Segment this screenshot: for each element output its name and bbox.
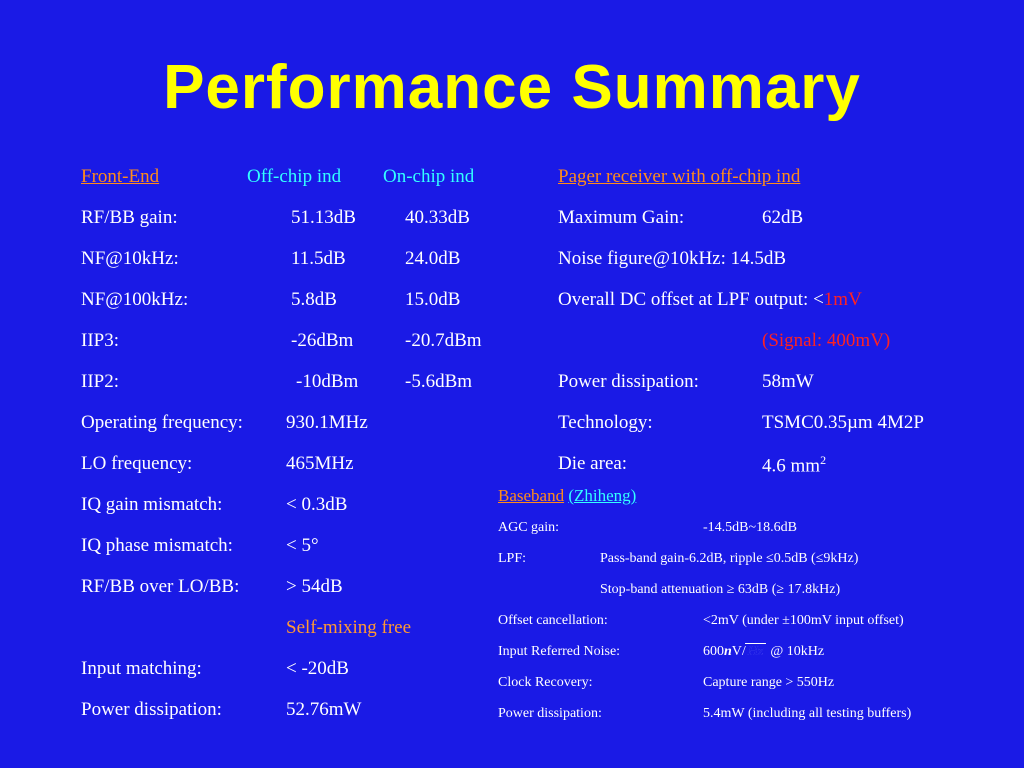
spec-value: 52.76mW	[286, 699, 362, 720]
lpf-passband: Pass-band gain-6.2dB, ripple ≤0.5dB (≤9k…	[600, 551, 859, 566]
spec-label: Input matching:	[81, 658, 202, 679]
offchip-column-header: Off-chip ind	[247, 166, 342, 187]
spec-label: IQ gain mismatch:	[81, 494, 223, 515]
row-label: IIP3:	[81, 330, 119, 351]
noise-unit: V/	[731, 644, 746, 659]
agc-label: AGC gain:	[498, 520, 560, 535]
row-label: NF@100kHz:	[81, 289, 189, 310]
noise-label: Input Referred Noise:	[498, 644, 621, 659]
onchip-value: -20.7dBm	[405, 330, 482, 351]
offset-value: <2mV (under ±100mV input offset)	[703, 613, 904, 628]
die-area-exponent: 2	[820, 453, 827, 467]
offset-label: Offset cancellation:	[498, 613, 608, 628]
noise-frequency: @ 10kHz	[763, 644, 825, 659]
dc-offset-label: Overall DC offset at LPF output: <	[558, 289, 824, 310]
spec-label: RF/BB over LO/BB:	[81, 576, 240, 597]
sqrt-hz: Hz	[744, 643, 766, 659]
max-gain-value: 62dB	[762, 207, 804, 228]
offchip-value: 11.5dB	[291, 248, 346, 269]
pager-header: Pager receiver with off-chip ind	[558, 166, 801, 187]
spec-value: > 54dB	[286, 576, 343, 597]
dc-offset: Overall DC offset at LPF output: <1mV	[558, 289, 862, 311]
spec-value: < 0.3dB	[286, 494, 348, 515]
die-area-value: 4.6 mm2	[762, 453, 826, 477]
noise-value: 600nV/Hz @ 10kHz	[703, 643, 825, 660]
spec-value: < -20dB	[286, 658, 349, 679]
noise-figure: Noise figure@10kHz: 14.5dB	[558, 248, 787, 269]
row-label: IIP2:	[81, 371, 119, 392]
offchip-value: 51.13dB	[291, 207, 356, 228]
clock-value: Capture range > 550Hz	[703, 675, 835, 690]
die-area-number: 4.6 mm	[762, 455, 821, 477]
technology-label: Technology:	[558, 412, 653, 433]
spec-value: 465MHz	[286, 453, 354, 474]
row-label: RF/BB gain:	[81, 207, 178, 228]
spec-label: Power dissipation:	[81, 699, 222, 720]
noise-number: 600	[703, 644, 724, 659]
onchip-value: -5.6dBm	[405, 371, 473, 392]
lpf-stopband: Stop-band attenuation ≥ 63dB (≥ 17.8kHz)	[600, 582, 841, 597]
spec-label: Operating frequency:	[81, 412, 243, 433]
onchip-value: 15.0dB	[405, 289, 461, 310]
baseband-header-line: Baseband (Zhiheng)	[498, 486, 636, 506]
max-gain-label: Maximum Gain:	[558, 207, 685, 228]
spec-label: LO frequency:	[81, 453, 193, 474]
pager-power-label: Power dissipation:	[558, 371, 699, 392]
offchip-value: -10dBm	[296, 371, 359, 392]
front-end-header: Front-End	[81, 166, 160, 187]
technology-value: TSMC0.35µm 4M2P	[762, 412, 924, 433]
clock-label: Clock Recovery:	[498, 675, 593, 690]
spec-value: < 5°	[286, 535, 319, 556]
spec-value: 930.1MHz	[286, 412, 368, 433]
dc-offset-value: 1mV	[823, 289, 862, 310]
agc-value: -14.5dB~18.6dB	[703, 520, 797, 535]
offchip-value: 5.8dB	[291, 289, 337, 310]
onchip-column-header: On-chip ind	[383, 166, 475, 187]
page-title: Performance Summary	[163, 53, 861, 122]
lpf-label: LPF:	[498, 551, 527, 566]
spec-label: IQ phase mismatch:	[81, 535, 233, 556]
onchip-value: 24.0dB	[405, 248, 461, 269]
baseband-power-label: Power dissipation:	[498, 706, 602, 721]
baseband-author: (Zhiheng)	[568, 486, 637, 505]
baseband-power-value: 5.4mW (including all testing buffers)	[703, 706, 912, 721]
signal-note: (Signal: 400mV)	[762, 330, 891, 351]
row-label: NF@10kHz:	[81, 248, 179, 269]
self-mixing-note: Self-mixing free	[286, 617, 412, 638]
onchip-value: 40.33dB	[405, 207, 470, 228]
die-area-label: Die area:	[558, 453, 628, 474]
pager-power-value: 58mW	[762, 371, 814, 392]
baseband-header: Baseband	[498, 486, 565, 505]
offchip-value: -26dBm	[291, 330, 354, 351]
noise-nano: n	[724, 644, 732, 659]
